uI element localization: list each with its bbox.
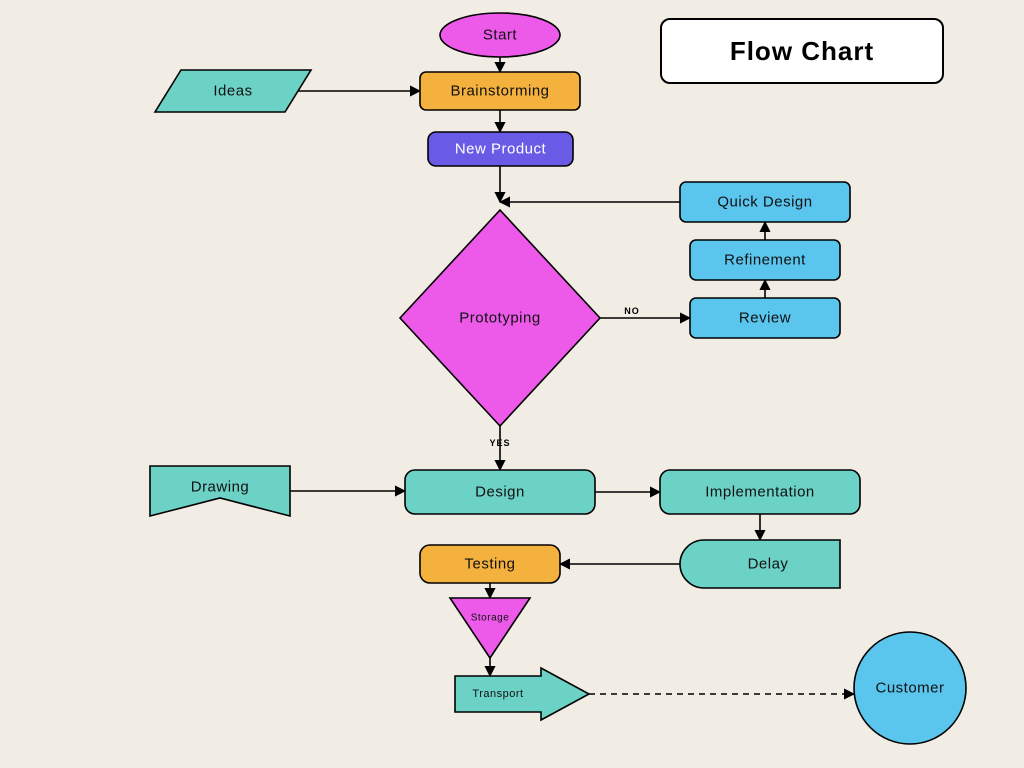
flowchart-canvas: NO YES Start Ideas Brainstorming New Product Q… bbox=[0, 0, 1024, 768]
node-label-brainstorm: Brainstorming bbox=[450, 83, 549, 100]
node-label-testing: Testing bbox=[464, 556, 515, 573]
node-label-customer: Customer bbox=[875, 680, 944, 697]
node-label-quickdesign: Quick Design bbox=[717, 194, 812, 211]
node-label-refinement: Refinement bbox=[724, 252, 806, 269]
node-label-transport: Transport bbox=[472, 688, 523, 700]
node-label-proto: Prototyping bbox=[459, 310, 540, 327]
edge-label: YES bbox=[489, 438, 510, 448]
node-label-drawing: Drawing bbox=[191, 479, 250, 496]
node-storage bbox=[450, 598, 530, 658]
node-label-impl: Implementation bbox=[705, 484, 815, 501]
chart-title-text: Flow Chart bbox=[730, 36, 874, 67]
node-label-newproduct: New Product bbox=[455, 141, 547, 158]
edge-label: NO bbox=[624, 306, 640, 316]
nodes-group: Start Ideas Brainstorming New Product Quick … bbox=[150, 13, 966, 744]
node-label-ideas: Ideas bbox=[213, 83, 252, 100]
node-label-design: Design bbox=[475, 484, 525, 501]
chart-title: Flow Chart bbox=[660, 18, 944, 84]
node-label-start: Start bbox=[483, 27, 518, 44]
node-label-storage: Storage bbox=[471, 613, 510, 624]
node-label-delay: Delay bbox=[748, 556, 789, 573]
node-label-review: Review bbox=[739, 310, 791, 327]
